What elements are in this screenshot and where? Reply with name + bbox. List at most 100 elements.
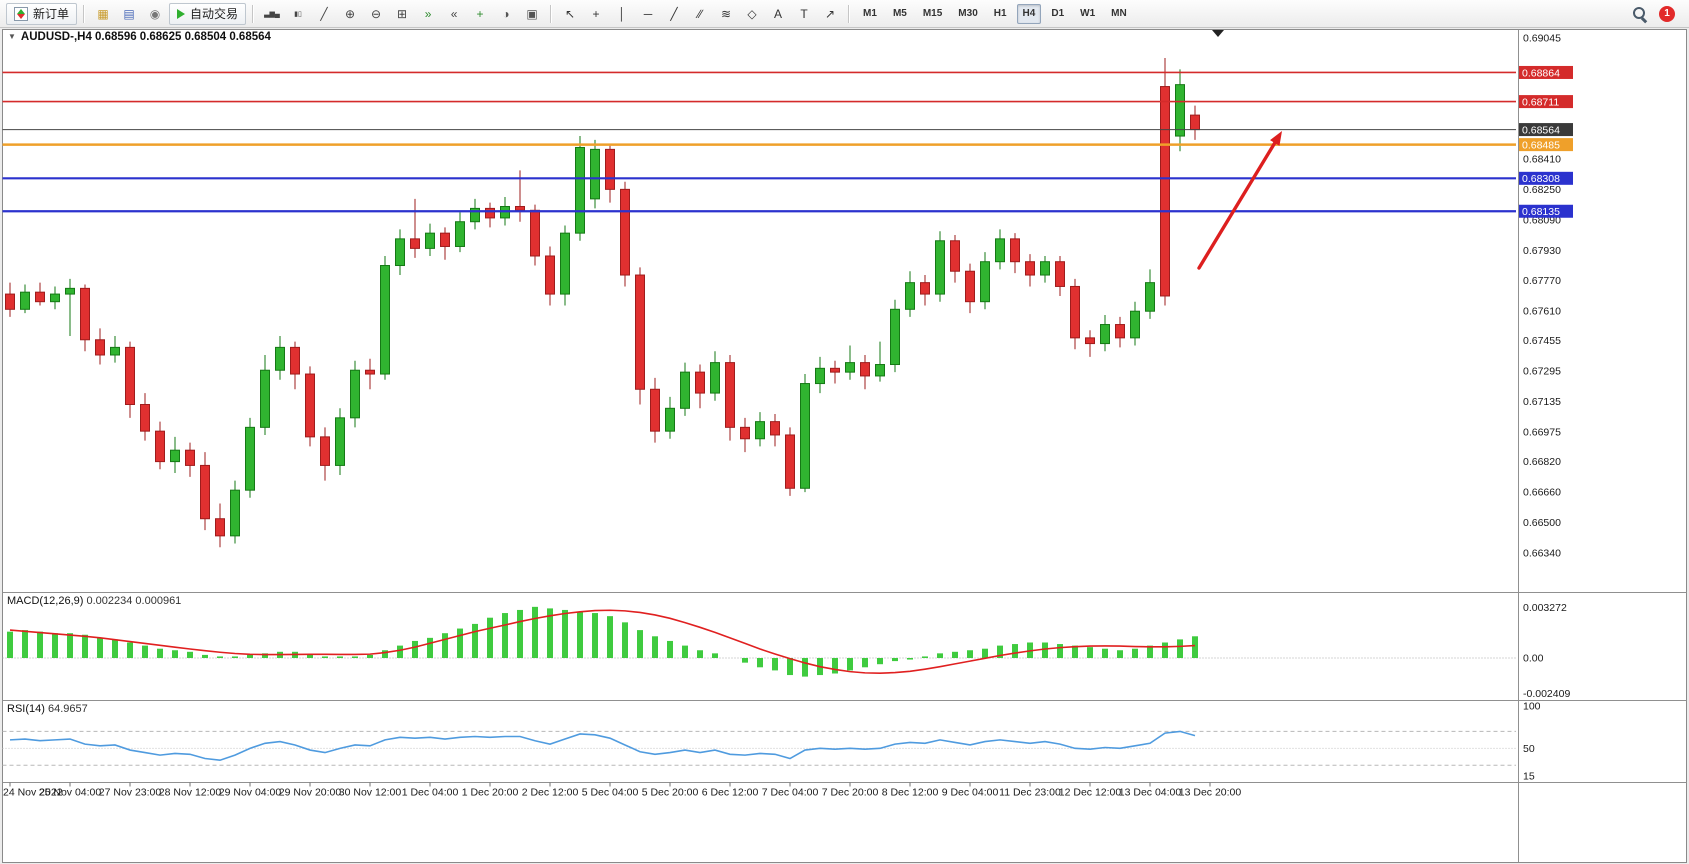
auto-scroll-icon[interactable]: » <box>424 6 432 21</box>
svg-text:1 Dec 20:00: 1 Dec 20:00 <box>462 787 519 799</box>
trend-arrow-head[interactable] <box>1270 131 1282 146</box>
label-icon[interactable]: T <box>800 6 808 21</box>
candle-body <box>560 232 570 295</box>
candle-body <box>1025 261 1035 276</box>
macd-bar <box>1147 645 1153 658</box>
candle-body <box>635 274 645 390</box>
candle-body <box>320 436 330 466</box>
macd-bar <box>232 656 238 658</box>
signals-icon[interactable]: ◉ <box>149 6 161 21</box>
timeframe-m5[interactable]: M5 <box>892 8 907 19</box>
autotrade-button[interactable]: 自动交易 <box>169 2 247 25</box>
macd-bar <box>997 645 1003 658</box>
macd-bar <box>592 613 598 658</box>
timeframe-h1[interactable]: H1 <box>993 8 1007 19</box>
timeframe-m30[interactable]: M30 <box>958 8 978 19</box>
autotrade-label: 自动交易 <box>190 7 239 21</box>
timeframe-h4[interactable]: H4 <box>1016 3 1042 24</box>
chart-shot-icon[interactable]: ▣ <box>526 6 538 21</box>
candle-body <box>785 434 795 489</box>
zoom-out-icon[interactable]: ⊖ <box>371 6 382 21</box>
candle-body <box>680 371 690 409</box>
macd-bar <box>367 654 373 658</box>
svg-text:13 Dec 20:00: 13 Dec 20:00 <box>1179 787 1242 799</box>
channel-icon[interactable]: ∕∕ <box>698 6 703 21</box>
svg-text:0.003272: 0.003272 <box>1523 602 1567 614</box>
macd-bar <box>442 633 448 658</box>
macd-bar <box>67 633 73 658</box>
cursor-icon[interactable]: ↖ <box>565 6 576 21</box>
line-chart-icon[interactable]: ╱ <box>320 6 328 21</box>
arrows-icon[interactable]: ↗ <box>825 6 836 21</box>
horizontal-line-icon[interactable]: ─ <box>643 6 653 21</box>
macd-bar <box>337 656 343 658</box>
timeframe-w1[interactable]: W1 <box>1080 8 1096 19</box>
candle-body <box>35 291 45 303</box>
candle-body <box>1100 324 1110 345</box>
tile-windows-icon[interactable]: ⊞ <box>397 6 408 21</box>
timeframe-d1[interactable]: D1 <box>1051 8 1065 19</box>
bar-chart-icon[interactable]: ▃▆▄ <box>264 10 280 18</box>
text-icon[interactable]: A <box>774 6 783 21</box>
candle-body <box>290 346 300 375</box>
svg-text:12 Dec 12:00: 12 Dec 12:00 <box>1059 787 1122 799</box>
macd-bar <box>787 658 793 676</box>
new-order-label: 新订单 <box>33 7 70 21</box>
candle-body <box>1115 324 1125 339</box>
macd-bar <box>1102 648 1108 658</box>
new-chart-icon[interactable]: + <box>476 6 484 21</box>
macd-bar <box>1012 644 1018 658</box>
trend-arrow-shaft[interactable] <box>1197 139 1278 270</box>
timeframe-mn[interactable]: MN <box>1111 8 1127 19</box>
macd-bar <box>307 654 313 658</box>
vertical-line-icon[interactable]: │ <box>618 6 626 21</box>
candlestick-icon[interactable]: ▮▯ <box>294 10 302 18</box>
zoom-in-icon[interactable]: ⊕ <box>345 6 356 21</box>
crosshair-icon[interactable]: + <box>592 6 600 21</box>
macd-bar <box>97 637 103 658</box>
candle-body <box>725 362 735 428</box>
timeframe-m1[interactable]: M1 <box>863 8 877 19</box>
market-watch-icon[interactable]: ▤ <box>123 6 135 21</box>
rsi-line <box>9 730 1196 762</box>
clock-icon[interactable]: ◑ <box>502 6 510 21</box>
svg-text:100: 100 <box>1523 701 1541 713</box>
candle-body <box>1175 84 1185 137</box>
chart-menu-icon[interactable]: ▼ <box>8 32 16 41</box>
fibonacci-icon[interactable]: ≋ <box>721 6 732 21</box>
chart-shift-icon[interactable]: « <box>450 6 458 21</box>
charts-icon[interactable]: ▦ <box>97 6 109 21</box>
macd-bar <box>427 637 433 658</box>
macd-bar <box>112 639 118 658</box>
candle-body <box>845 362 855 373</box>
svg-text:0.68485: 0.68485 <box>1522 139 1560 151</box>
shapes-icon[interactable]: ◇ <box>747 6 757 21</box>
macd-bar <box>847 658 853 671</box>
candle-body <box>110 346 120 356</box>
notification-badge[interactable]: 1 <box>1659 5 1675 22</box>
macd-bar <box>457 628 463 658</box>
svg-text:0.66820: 0.66820 <box>1523 456 1561 468</box>
toolbar-right-group: 1 <box>1630 4 1683 23</box>
svg-text:0.68250: 0.68250 <box>1523 184 1561 196</box>
new-order-button[interactable]: 新订单 <box>6 2 78 25</box>
svg-text:0.67455: 0.67455 <box>1523 335 1561 347</box>
svg-text:0.68564: 0.68564 <box>1522 124 1560 136</box>
trendline-icon[interactable]: ╱ <box>670 6 678 21</box>
macd-bar <box>577 611 583 658</box>
candle-body <box>860 362 870 377</box>
chart-title-text: AUDUSD-,H4 0.68596 0.68625 0.68504 0.685… <box>20 31 271 43</box>
candlestick-series <box>5 57 1200 548</box>
macd-bar <box>1117 650 1123 658</box>
search-icon[interactable] <box>1630 4 1649 23</box>
macd-bar <box>802 658 808 677</box>
scroll-marker-icon[interactable] <box>1212 30 1224 37</box>
candle-body <box>335 417 345 466</box>
timeframe-m15[interactable]: M15 <box>922 8 943 19</box>
candle-body <box>1010 238 1020 263</box>
candle-body <box>815 367 825 385</box>
trend-arrow[interactable] <box>1197 131 1282 270</box>
svg-text:0.67770: 0.67770 <box>1523 275 1561 287</box>
